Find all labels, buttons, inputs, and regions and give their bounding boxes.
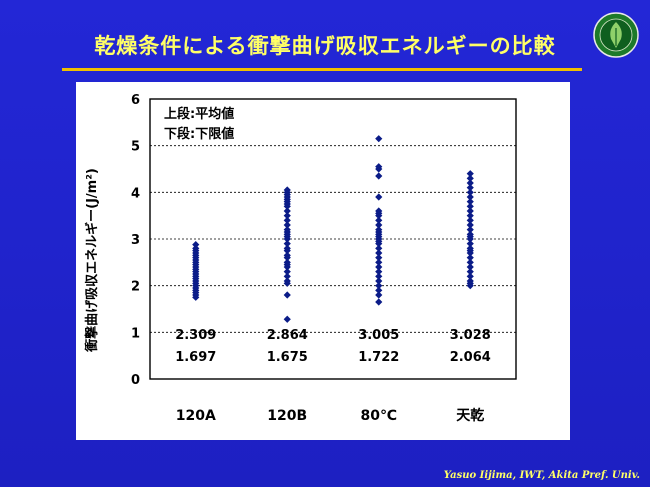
data-point — [466, 254, 474, 262]
data-point — [375, 263, 383, 271]
data-point — [283, 226, 291, 234]
data-point — [375, 277, 383, 285]
data-point — [283, 207, 291, 215]
data-point — [466, 184, 474, 192]
lower-limit-label: 1.722 — [358, 350, 399, 365]
mean-value-label: 2.864 — [267, 328, 308, 343]
y-tick-label: 6 — [131, 93, 140, 108]
data-point — [192, 241, 200, 249]
x-tick-label: 天乾 — [456, 407, 484, 424]
mean-value-label: 3.028 — [450, 328, 491, 343]
data-point — [283, 291, 291, 299]
legend-line-lower: 下段:下限値 — [164, 126, 234, 142]
data-point — [466, 226, 474, 234]
data-point — [283, 251, 291, 259]
grid-layer — [150, 145, 516, 333]
data-point — [283, 268, 291, 276]
data-point — [375, 207, 383, 215]
data-point — [466, 193, 474, 201]
data-point — [375, 172, 383, 180]
data-point — [283, 244, 291, 252]
data-point — [283, 186, 291, 194]
lower-limit-label: 1.675 — [267, 350, 308, 365]
data-point — [466, 179, 474, 187]
data-point — [466, 244, 474, 252]
data-point — [466, 263, 474, 271]
slide-title: 乾燥条件による衝撃曲げ吸収エネルギーの比較 — [94, 34, 556, 58]
data-point — [375, 135, 383, 143]
mean-value-label: 3.005 — [358, 328, 399, 343]
data-point — [466, 240, 474, 248]
data-point — [466, 207, 474, 215]
data-point — [375, 291, 383, 299]
y-tick-label: 4 — [131, 186, 140, 201]
x-tick-layer: 120A 120B 80℃ 天乾 — [176, 407, 485, 424]
data-point — [283, 272, 291, 280]
x-tick-label: 120A — [176, 408, 216, 424]
data-point — [466, 174, 474, 182]
scatter-chart: 0 1 2 3 4 5 6 120A 120B 80℃ 天乾 2.309 1.697 2.864 1.6… — [84, 93, 517, 424]
data-point — [466, 212, 474, 220]
data-point — [283, 216, 291, 224]
data-point — [375, 193, 383, 201]
data-point — [375, 216, 383, 224]
value-label-layer: 2.309 1.697 2.864 1.675 3.005 1.722 3.028 2.064 — [175, 328, 491, 365]
lower-limit-label: 2.064 — [450, 350, 491, 365]
data-point — [192, 244, 200, 252]
data-point — [375, 298, 383, 306]
university-seal-icon — [593, 12, 639, 58]
title-underline — [62, 68, 582, 71]
data-point — [375, 226, 383, 234]
data-point — [375, 163, 383, 171]
legend-line-mean: 上段:平均値 — [164, 106, 234, 122]
mean-value-label: 2.309 — [175, 328, 216, 343]
data-point — [466, 188, 474, 196]
x-tick-label: 80℃ — [361, 408, 397, 424]
data-point — [283, 221, 291, 229]
lower-limit-label: 1.697 — [175, 350, 216, 365]
y-tick-label: 1 — [131, 326, 140, 341]
data-point — [375, 244, 383, 252]
data-point — [466, 170, 474, 178]
data-point — [466, 198, 474, 206]
data-point — [466, 277, 474, 285]
data-point — [466, 202, 474, 210]
data-point — [283, 240, 291, 248]
data-point — [283, 258, 291, 266]
data-point — [466, 230, 474, 238]
y-axis-label: 衝撃曲げ吸収エネルギー(J/m²) — [84, 168, 100, 353]
data-point — [466, 221, 474, 229]
data-point — [375, 254, 383, 262]
x-tick-label: 120B — [267, 408, 307, 424]
y-tick-layer: 0 1 2 3 4 5 6 — [131, 93, 140, 388]
data-point — [375, 249, 383, 257]
chart-panel: 0 1 2 3 4 5 6 120A 120B 80℃ 天乾 2.309 1.697 2.864 1.6… — [76, 82, 570, 440]
y-tick-label: 2 — [131, 280, 140, 295]
y-tick-label: 0 — [131, 373, 140, 388]
data-point — [375, 221, 383, 229]
plot-frame — [149, 98, 517, 380]
data-point — [283, 277, 291, 285]
y-tick-label: 5 — [131, 140, 140, 155]
slide-footer: Yasuo Iijima, IWT, Akita Pref. Univ. — [443, 470, 640, 481]
data-point-layer — [192, 135, 474, 323]
data-point — [466, 216, 474, 224]
data-point — [283, 212, 291, 220]
y-tick-label: 3 — [131, 233, 140, 248]
data-point — [283, 315, 291, 323]
